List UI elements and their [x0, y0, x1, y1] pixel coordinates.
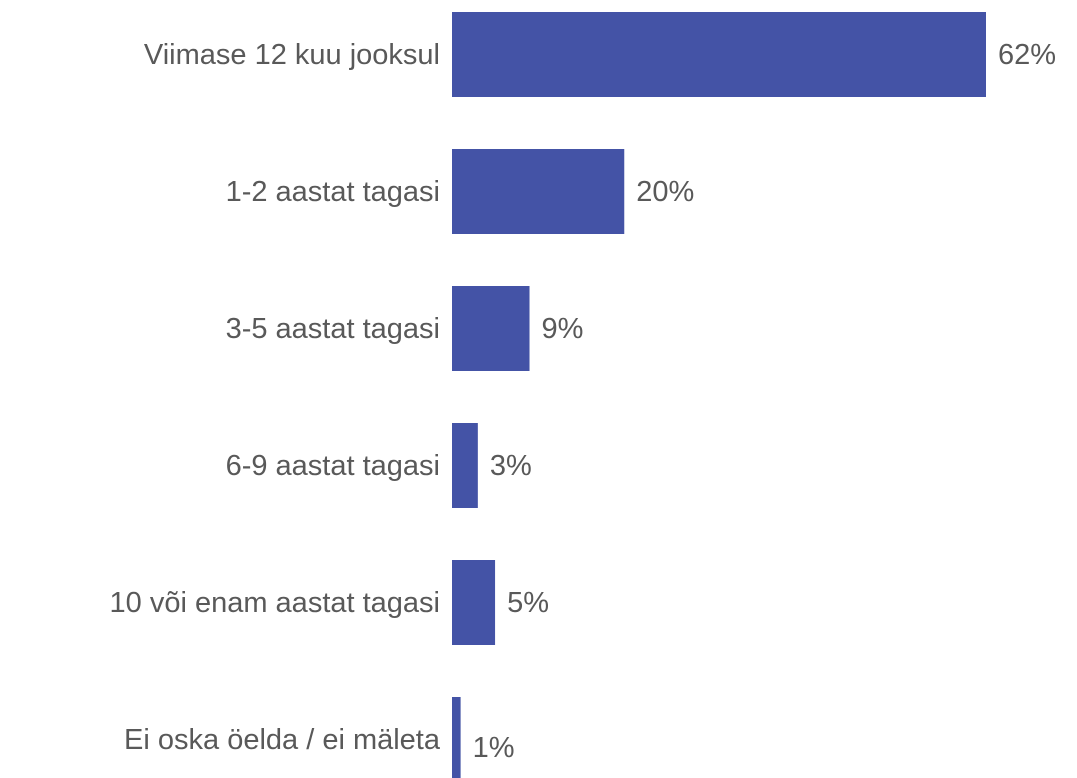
value-label: 5%	[507, 587, 549, 619]
value-label: 9%	[542, 313, 584, 345]
bar	[452, 560, 496, 645]
value-label: 3%	[490, 450, 532, 482]
category-label: 6-9 aastat tagasi	[226, 450, 440, 482]
category-label: Viimase 12 kuu jooksul	[144, 39, 440, 71]
bar	[452, 697, 461, 778]
bar	[452, 12, 986, 97]
bar	[452, 286, 530, 371]
category-label: 10 või enam aastat tagasi	[110, 587, 440, 619]
category-label: 1-2 aastat tagasi	[226, 176, 440, 208]
value-label: 20%	[636, 176, 694, 208]
value-label: 62%	[998, 39, 1056, 71]
bar	[452, 149, 625, 234]
value-label: 1%	[473, 732, 515, 764]
category-label: Ei oska öelda / ei mäleta	[124, 724, 441, 756]
category-label: 3-5 aastat tagasi	[226, 313, 440, 345]
bar	[452, 423, 478, 508]
